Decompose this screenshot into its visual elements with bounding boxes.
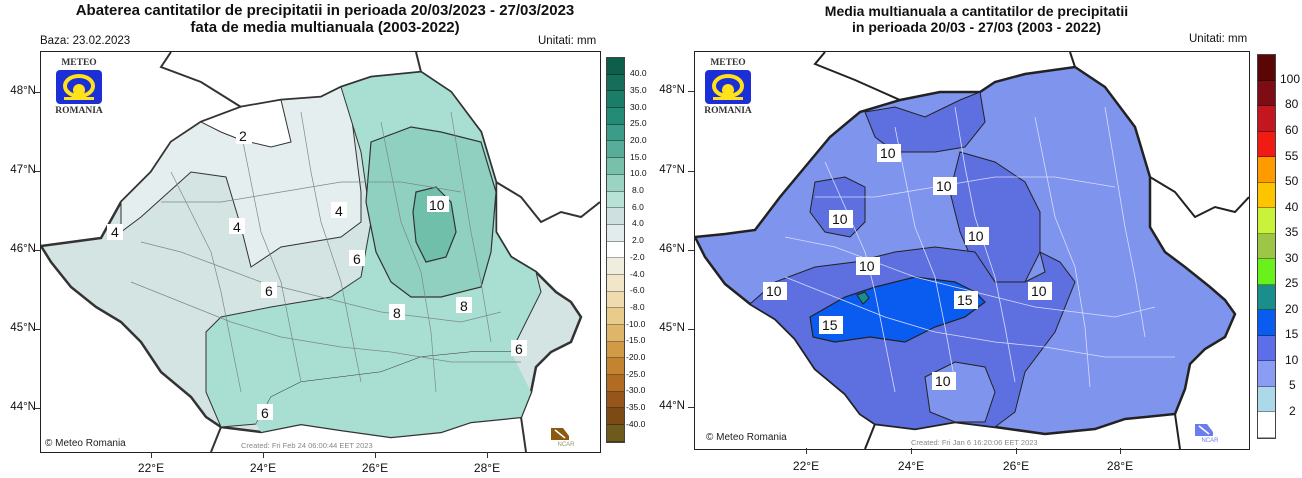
base-date: Baza: 23.02.2023 <box>40 35 131 47</box>
deviation-map-panel: Abaterea cantitatilor de precipitatii in… <box>0 0 650 478</box>
lat-label-46: 46°N <box>10 243 36 255</box>
lon-label-28: 28°E <box>473 461 501 475</box>
lat-label-48: 48°N <box>10 85 36 97</box>
logo-badge-icon <box>56 70 102 104</box>
contour-label-6a: 6 <box>353 251 361 267</box>
ncar-logo: NCAR <box>551 428 581 448</box>
deviation-colorbar <box>606 57 625 443</box>
contour-label-15a: 15 <box>822 317 838 333</box>
lat-label-48: 48°N <box>659 84 685 96</box>
contour-label-4a: 4 <box>111 224 119 240</box>
contour-label-6d: 6 <box>515 341 523 357</box>
lat-label-47: 47°N <box>659 164 685 176</box>
contour-label-2: 2 <box>239 128 247 144</box>
meteo-romania-logo: METEO ROMANIA <box>704 58 752 116</box>
contour-label-10b: 10 <box>936 178 952 194</box>
contour-label-8b: 8 <box>460 298 468 314</box>
contour-label-10g: 10 <box>1031 283 1047 299</box>
lon-label-24: 24°E <box>897 459 925 473</box>
contour-label-10c: 10 <box>832 211 848 227</box>
meteo-romania-logo: METEO ROMANIA <box>55 58 103 116</box>
units-label: Unitati: mm <box>538 35 597 47</box>
title-line-1: Abaterea cantitatilor de precipitatii in… <box>75 2 575 19</box>
contour-label-4b: 4 <box>233 219 241 235</box>
contour-label-4c: 4 <box>335 203 343 219</box>
lat-label-47: 47°N <box>10 164 36 176</box>
contour-labels: 2 4 4 4 6 6 6 6 8 8 10 <box>107 128 527 421</box>
contour-label-10h: 10 <box>935 373 951 389</box>
copyright-text: © Meteo Romania <box>45 438 126 449</box>
lat-label-46: 46°N <box>659 243 685 255</box>
created-timestamp: Created: Fri Feb 24 06:00:44 EET 2023 <box>241 441 373 450</box>
deviation-map-title: Abaterea cantitatilor de precipitatii in… <box>0 2 650 36</box>
contour-label-10d: 10 <box>968 228 984 244</box>
lon-label-28: 28°E <box>1106 459 1134 473</box>
contour-label-10e: 10 <box>859 258 875 274</box>
lon-label-26: 26°E <box>361 461 389 475</box>
contour-label-6c: 6 <box>261 405 269 421</box>
lat-label-44: 44°N <box>659 400 685 412</box>
deviation-map-svg: 2 4 4 4 6 6 6 6 8 8 10 <box>41 52 600 452</box>
contour-label-6b: 6 <box>265 283 273 299</box>
mean-map-area[interactable]: 10 10 10 10 10 10 10 10 15 15 METEO ROMA… <box>694 51 1250 450</box>
title-line-2: fata de media multianuala (2003-2022) <box>190 19 460 36</box>
neighbor-borders <box>813 52 1249 449</box>
created-timestamp: Created: Fri Jan 6 16:20:06 EET 2023 <box>911 438 1038 447</box>
copyright-text: © Meteo Romania <box>706 432 787 443</box>
logo-badge-icon <box>705 70 751 104</box>
mean-map-panel: Media multianuala a cantitatilor de prec… <box>651 0 1302 478</box>
lon-label-26: 26°E <box>1002 459 1030 473</box>
lat-label-44: 44°N <box>10 401 36 413</box>
mean-colorbar <box>1257 54 1276 439</box>
lat-label-45: 45°N <box>659 322 685 334</box>
lon-label-22: 22°E <box>792 459 820 473</box>
ncar-icon <box>551 428 575 440</box>
contour-label-8a: 8 <box>393 305 401 321</box>
zone-below-2 <box>199 99 292 148</box>
deviation-map-area[interactable]: 2 4 4 4 6 6 6 6 8 8 10 METEO ROMANIA © M… <box>40 51 601 453</box>
lon-label-22: 22°E <box>137 461 165 475</box>
title-line-1: Media multianuala a cantitatilor de prec… <box>824 3 1129 19</box>
contour-label-10: 10 <box>429 197 445 213</box>
mean-map-svg: 10 10 10 10 10 10 10 10 15 15 <box>695 52 1249 449</box>
ncar-icon <box>1195 424 1219 436</box>
county-borders <box>130 111 521 393</box>
units-label: Unitati: mm <box>1189 33 1248 45</box>
lat-label-45: 45°N <box>10 322 36 334</box>
lon-label-24: 24°E <box>249 461 277 475</box>
zone-6-8-south <box>256 352 531 437</box>
contour-label-10a: 10 <box>880 145 896 161</box>
contour-label-10f: 10 <box>766 283 782 299</box>
title-line-2: in perioada 20/03 - 27/03 (2003 - 2022) <box>851 19 1102 35</box>
contour-label-15b: 15 <box>957 292 973 308</box>
zone-20-25 <box>856 291 870 305</box>
ncar-logo: NCAR <box>1195 424 1225 444</box>
contour-labels: 10 10 10 10 10 10 10 10 15 15 <box>763 144 1052 390</box>
neighbor-borders <box>41 52 600 452</box>
mean-map-title: Media multianuala a cantitatilor de prec… <box>651 3 1302 35</box>
zone-15-20 <box>809 276 986 343</box>
